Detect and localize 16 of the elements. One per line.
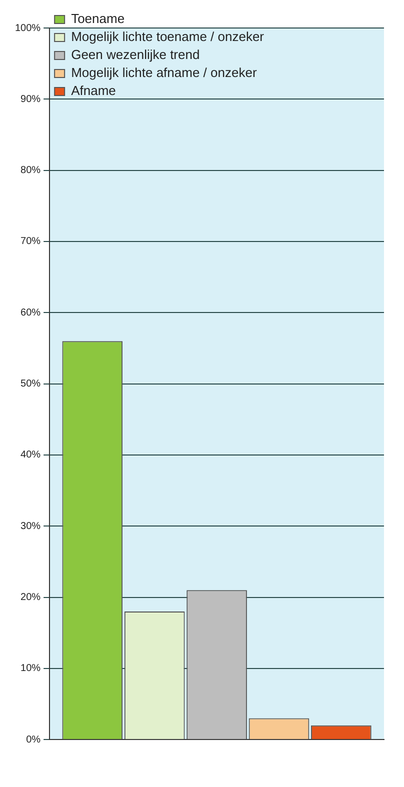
y-tick-label: 0% — [26, 734, 41, 746]
legend-label: Afname — [71, 83, 116, 98]
y-tick-label: 20% — [20, 592, 41, 604]
y-tick-label: 30% — [20, 520, 41, 532]
y-tick-label: 40% — [20, 450, 41, 461]
legend-label: Toename — [71, 11, 125, 26]
y-tick-label: 80% — [20, 165, 41, 176]
legend-label: Mogelijk lichte toename / onzeker — [71, 29, 265, 44]
y-tick-label: 10% — [20, 663, 41, 674]
y-tick-label: 50% — [20, 378, 41, 390]
y-tick-label: 90% — [20, 94, 41, 105]
y-tick-label: 70% — [20, 236, 41, 248]
legend-label: Geen wezenlijke trend — [71, 47, 200, 62]
y-tick-label: 60% — [20, 307, 41, 318]
legend-label: Mogelijk lichte afname / onzeker — [71, 65, 258, 80]
y-tick-label: 100% — [15, 22, 41, 34]
